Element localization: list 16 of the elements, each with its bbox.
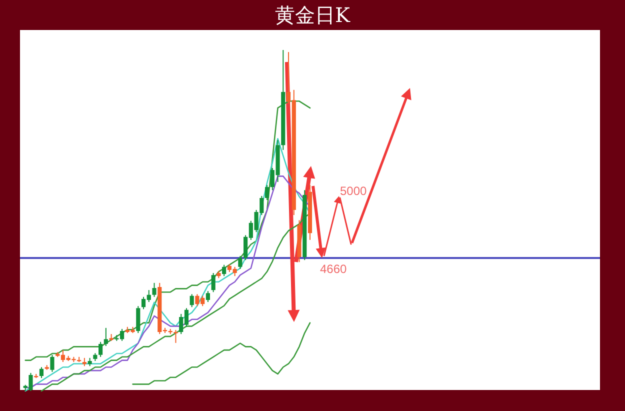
candlestick bbox=[50, 354, 54, 372]
chart-title: 黄金日K bbox=[275, 3, 352, 27]
candlestick bbox=[190, 294, 194, 308]
text: 5000 bbox=[340, 184, 368, 198]
candlestick bbox=[174, 329, 178, 344]
candlestick bbox=[136, 306, 140, 334]
candlestick bbox=[238, 255, 242, 270]
text: 4660 bbox=[320, 262, 348, 276]
candlestick bbox=[211, 272, 216, 293]
candlestick bbox=[152, 282, 156, 298]
candlestick bbox=[222, 264, 226, 277]
candlestick bbox=[104, 327, 108, 346]
candlestick bbox=[39, 366, 44, 379]
candlestick bbox=[98, 341, 103, 358]
candlestick bbox=[264, 184, 270, 201]
candlestick bbox=[206, 290, 210, 302]
